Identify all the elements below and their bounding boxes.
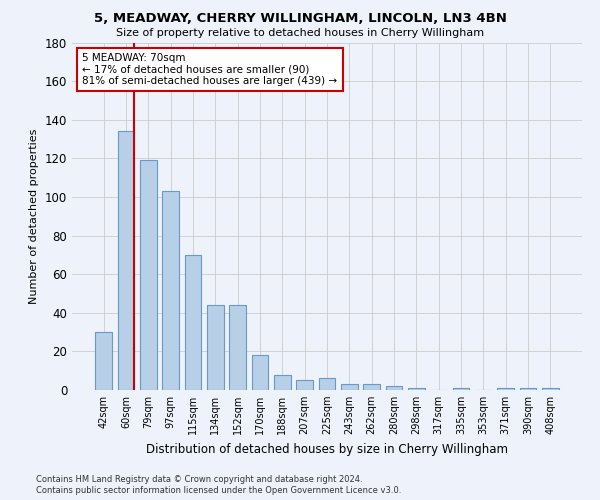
X-axis label: Distribution of detached houses by size in Cherry Willingham: Distribution of detached houses by size … [146, 442, 508, 456]
Text: Contains HM Land Registry data © Crown copyright and database right 2024.: Contains HM Land Registry data © Crown c… [36, 475, 362, 484]
Bar [274, 374, 290, 390]
Text: Size of property relative to detached houses in Cherry Willingham: Size of property relative to detached ho… [116, 28, 484, 38]
Bar [296, 380, 313, 390]
Y-axis label: Number of detached properties: Number of detached properties [29, 128, 39, 304]
Bar [542, 388, 559, 390]
Text: 5, MEADWAY, CHERRY WILLINGHAM, LINCOLN, LN3 4BN: 5, MEADWAY, CHERRY WILLINGHAM, LINCOLN, … [94, 12, 506, 26]
Bar [497, 388, 514, 390]
Bar [229, 305, 246, 390]
Bar [118, 132, 134, 390]
Bar [185, 255, 202, 390]
Bar [162, 191, 179, 390]
Bar [207, 305, 224, 390]
Bar [251, 355, 268, 390]
Bar [140, 160, 157, 390]
Text: Contains public sector information licensed under the Open Government Licence v3: Contains public sector information licen… [36, 486, 401, 495]
Bar [319, 378, 335, 390]
Bar [364, 384, 380, 390]
Bar [95, 332, 112, 390]
Bar [386, 386, 403, 390]
Bar [452, 388, 469, 390]
Bar [408, 388, 425, 390]
Text: 5 MEADWAY: 70sqm
← 17% of detached houses are smaller (90)
81% of semi-detached : 5 MEADWAY: 70sqm ← 17% of detached house… [82, 53, 337, 86]
Bar [341, 384, 358, 390]
Bar [520, 388, 536, 390]
